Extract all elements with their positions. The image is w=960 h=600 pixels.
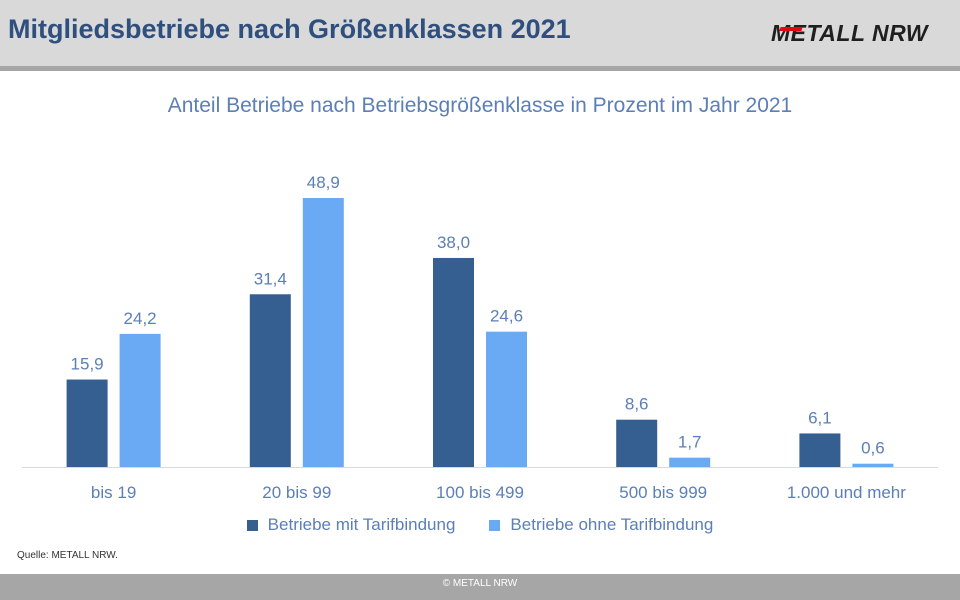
data-label-series-2-0: 24,2: [124, 309, 157, 328]
data-label-series-2-3: 1,7: [678, 433, 702, 452]
page-title: Mitgliedsbetriebe nach Größenklassen 202…: [8, 14, 571, 44]
bar-series-2-4: [852, 463, 894, 467]
bar-series-1-0: [66, 379, 108, 467]
bar-series-2-0: [119, 333, 161, 467]
footer-bar: [0, 574, 960, 600]
x-tick-label-2: 100 bis 499: [436, 483, 524, 502]
copyright-text: © METALL NRW: [442, 578, 518, 589]
logo-text: METALL NRW: [770, 20, 928, 46]
bar-series-1-2: [433, 257, 474, 467]
data-label-series-2-2: 24,6: [490, 307, 523, 326]
data-label-series-1-4: 6,1: [808, 408, 832, 427]
header-bar: [0, 0, 960, 66]
data-label-series-2-4: 0,6: [861, 439, 885, 458]
bar-series-1-3: [616, 419, 658, 467]
source-note: Quelle: METALL NRW.: [17, 550, 118, 561]
x-tick-label-3: 500 bis 999: [619, 483, 707, 502]
bar-series-2-3: [669, 457, 711, 467]
legend-item-series-1: Betriebe mit Tarifbindung: [246, 515, 456, 535]
metall-nrw-logo: METALL NRW: [771, 20, 928, 47]
chart-title: Anteil Betriebe nach Betriebsgrößenklass…: [167, 94, 793, 117]
x-tick-label-1: 20 bis 99: [262, 483, 331, 502]
legend-swatch-series-1: [246, 519, 258, 531]
data-label-series-1-3: 8,6: [625, 395, 649, 414]
header-divider: [0, 66, 960, 71]
chart-legend: Betriebe mit Tarifbindung Betriebe ohne …: [0, 515, 960, 535]
data-label-series-1-0: 15,9: [71, 355, 104, 374]
x-tick-label-4: 1.000 und mehr: [787, 483, 906, 502]
data-label-series-1-2: 38,0: [437, 233, 470, 252]
legend-label-series-2: Betriebe ohne Tarifbindung: [510, 515, 714, 534]
bar-series-2-2: [486, 331, 527, 467]
bar-series-1-4: [799, 433, 841, 467]
x-tick-label-0: bis 19: [91, 483, 136, 502]
legend-item-series-2: Betriebe ohne Tarifbindung: [489, 515, 713, 535]
data-label-series-1-1: 31,4: [254, 269, 287, 288]
bar-series-2-1: [302, 198, 344, 467]
bar-series-1-1: [249, 294, 291, 467]
legend-label-series-1: Betriebe mit Tarifbindung: [267, 515, 456, 534]
legend-swatch-series-2: [489, 519, 501, 531]
data-label-series-2-1: 48,9: [307, 173, 340, 192]
